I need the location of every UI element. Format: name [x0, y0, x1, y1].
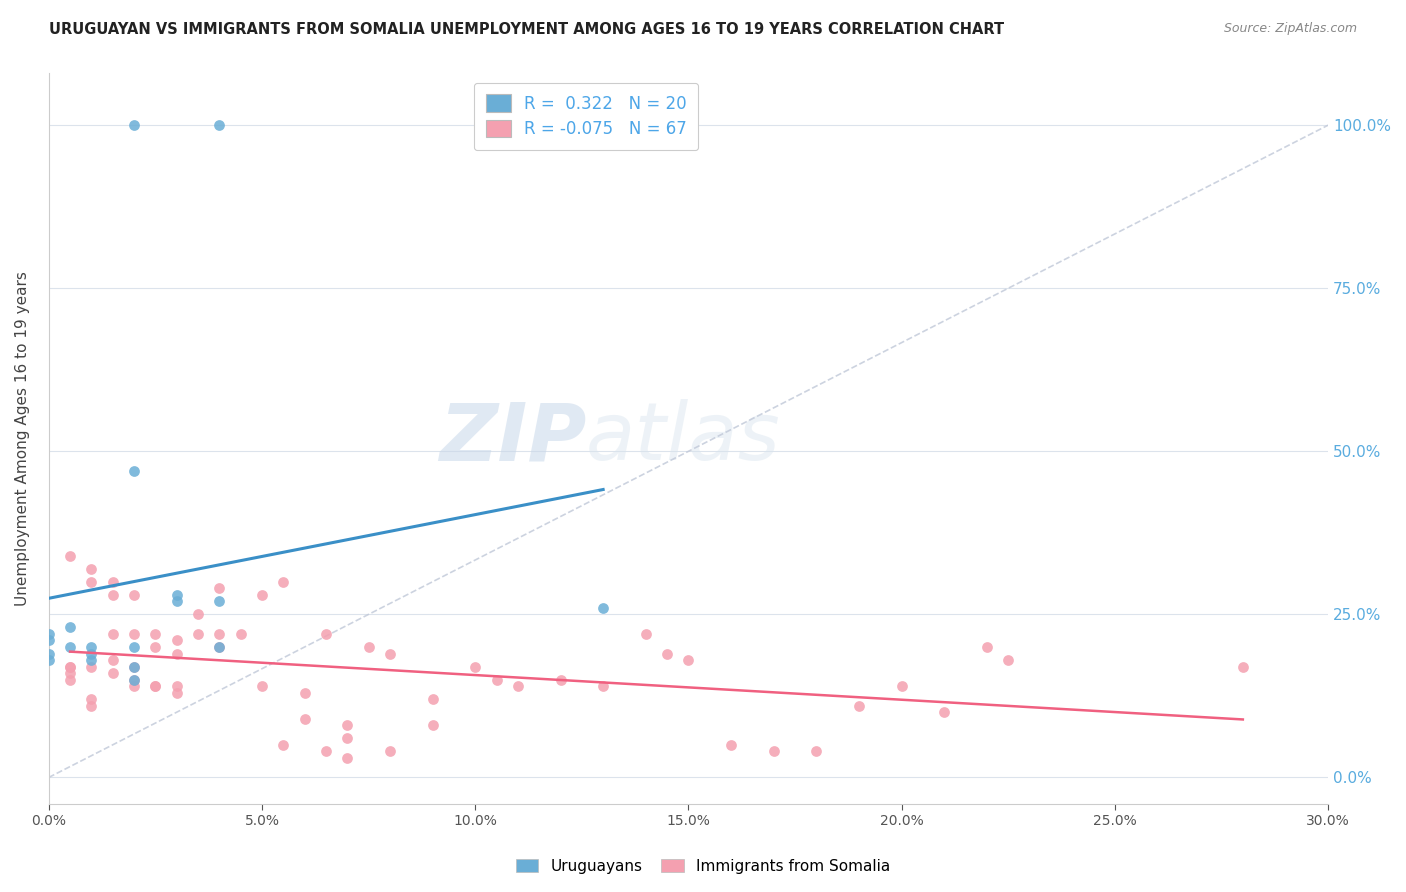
- Point: [38, 633, 60, 648]
- Point: [336, 751, 359, 765]
- Point: [59, 549, 82, 563]
- Legend: Uruguayans, Immigrants from Somalia: Uruguayans, Immigrants from Somalia: [509, 853, 897, 880]
- Point: [550, 673, 572, 687]
- Point: [145, 627, 167, 641]
- Point: [592, 679, 614, 693]
- Point: [422, 692, 444, 706]
- Point: [250, 679, 273, 693]
- Point: [80, 574, 103, 589]
- Point: [208, 594, 231, 608]
- Point: [166, 685, 188, 699]
- Point: [806, 744, 828, 758]
- Point: [336, 718, 359, 732]
- Point: [145, 679, 167, 693]
- Point: [59, 659, 82, 673]
- Point: [38, 627, 60, 641]
- Point: [166, 647, 188, 661]
- Point: [208, 581, 231, 595]
- Point: [250, 588, 273, 602]
- Point: [762, 744, 785, 758]
- Point: [122, 588, 145, 602]
- Point: [122, 640, 145, 654]
- Point: [592, 600, 614, 615]
- Point: [848, 698, 870, 713]
- Point: [101, 666, 124, 681]
- Text: URUGUAYAN VS IMMIGRANTS FROM SOMALIA UNEMPLOYMENT AMONG AGES 16 TO 19 YEARS CORR: URUGUAYAN VS IMMIGRANTS FROM SOMALIA UNE…: [49, 22, 1004, 37]
- Point: [1232, 659, 1254, 673]
- Point: [122, 627, 145, 641]
- Point: [122, 118, 145, 132]
- Point: [506, 679, 529, 693]
- Point: [145, 640, 167, 654]
- Text: ZIP: ZIP: [439, 400, 586, 477]
- Point: [166, 594, 188, 608]
- Point: [80, 659, 103, 673]
- Point: [166, 679, 188, 693]
- Point: [208, 640, 231, 654]
- Point: [80, 698, 103, 713]
- Point: [38, 653, 60, 667]
- Point: [294, 712, 316, 726]
- Point: [122, 679, 145, 693]
- Point: [357, 640, 380, 654]
- Point: [464, 659, 486, 673]
- Text: atlas: atlas: [586, 400, 780, 477]
- Point: [122, 659, 145, 673]
- Point: [294, 685, 316, 699]
- Point: [59, 659, 82, 673]
- Text: Source: ZipAtlas.com: Source: ZipAtlas.com: [1223, 22, 1357, 36]
- Point: [208, 118, 231, 132]
- Point: [485, 673, 508, 687]
- Point: [378, 647, 401, 661]
- Point: [80, 692, 103, 706]
- Point: [997, 653, 1019, 667]
- Point: [101, 627, 124, 641]
- Point: [655, 647, 678, 661]
- Point: [59, 673, 82, 687]
- Point: [720, 738, 742, 752]
- Point: [166, 633, 188, 648]
- Point: [80, 562, 103, 576]
- Point: [271, 738, 294, 752]
- Point: [122, 464, 145, 478]
- Point: [634, 627, 657, 641]
- Point: [122, 673, 145, 687]
- Point: [80, 640, 103, 654]
- Point: [208, 627, 231, 641]
- Point: [101, 574, 124, 589]
- Point: [187, 607, 209, 622]
- Point: [934, 705, 956, 719]
- Point: [890, 679, 912, 693]
- Point: [422, 718, 444, 732]
- Point: [271, 574, 294, 589]
- Point: [678, 653, 700, 667]
- Y-axis label: Unemployment Among Ages 16 to 19 years: Unemployment Among Ages 16 to 19 years: [15, 271, 30, 606]
- Point: [229, 627, 252, 641]
- Point: [59, 640, 82, 654]
- Legend: R =  0.322   N = 20, R = -0.075   N = 67: R = 0.322 N = 20, R = -0.075 N = 67: [474, 83, 699, 150]
- Point: [80, 653, 103, 667]
- Point: [187, 627, 209, 641]
- Point: [38, 647, 60, 661]
- Point: [80, 647, 103, 661]
- Point: [378, 744, 401, 758]
- Point: [122, 673, 145, 687]
- Point: [336, 731, 359, 746]
- Point: [101, 653, 124, 667]
- Point: [101, 588, 124, 602]
- Point: [208, 640, 231, 654]
- Point: [315, 744, 337, 758]
- Point: [59, 666, 82, 681]
- Point: [166, 588, 188, 602]
- Point: [315, 627, 337, 641]
- Point: [59, 620, 82, 634]
- Point: [145, 679, 167, 693]
- Point: [122, 659, 145, 673]
- Point: [976, 640, 998, 654]
